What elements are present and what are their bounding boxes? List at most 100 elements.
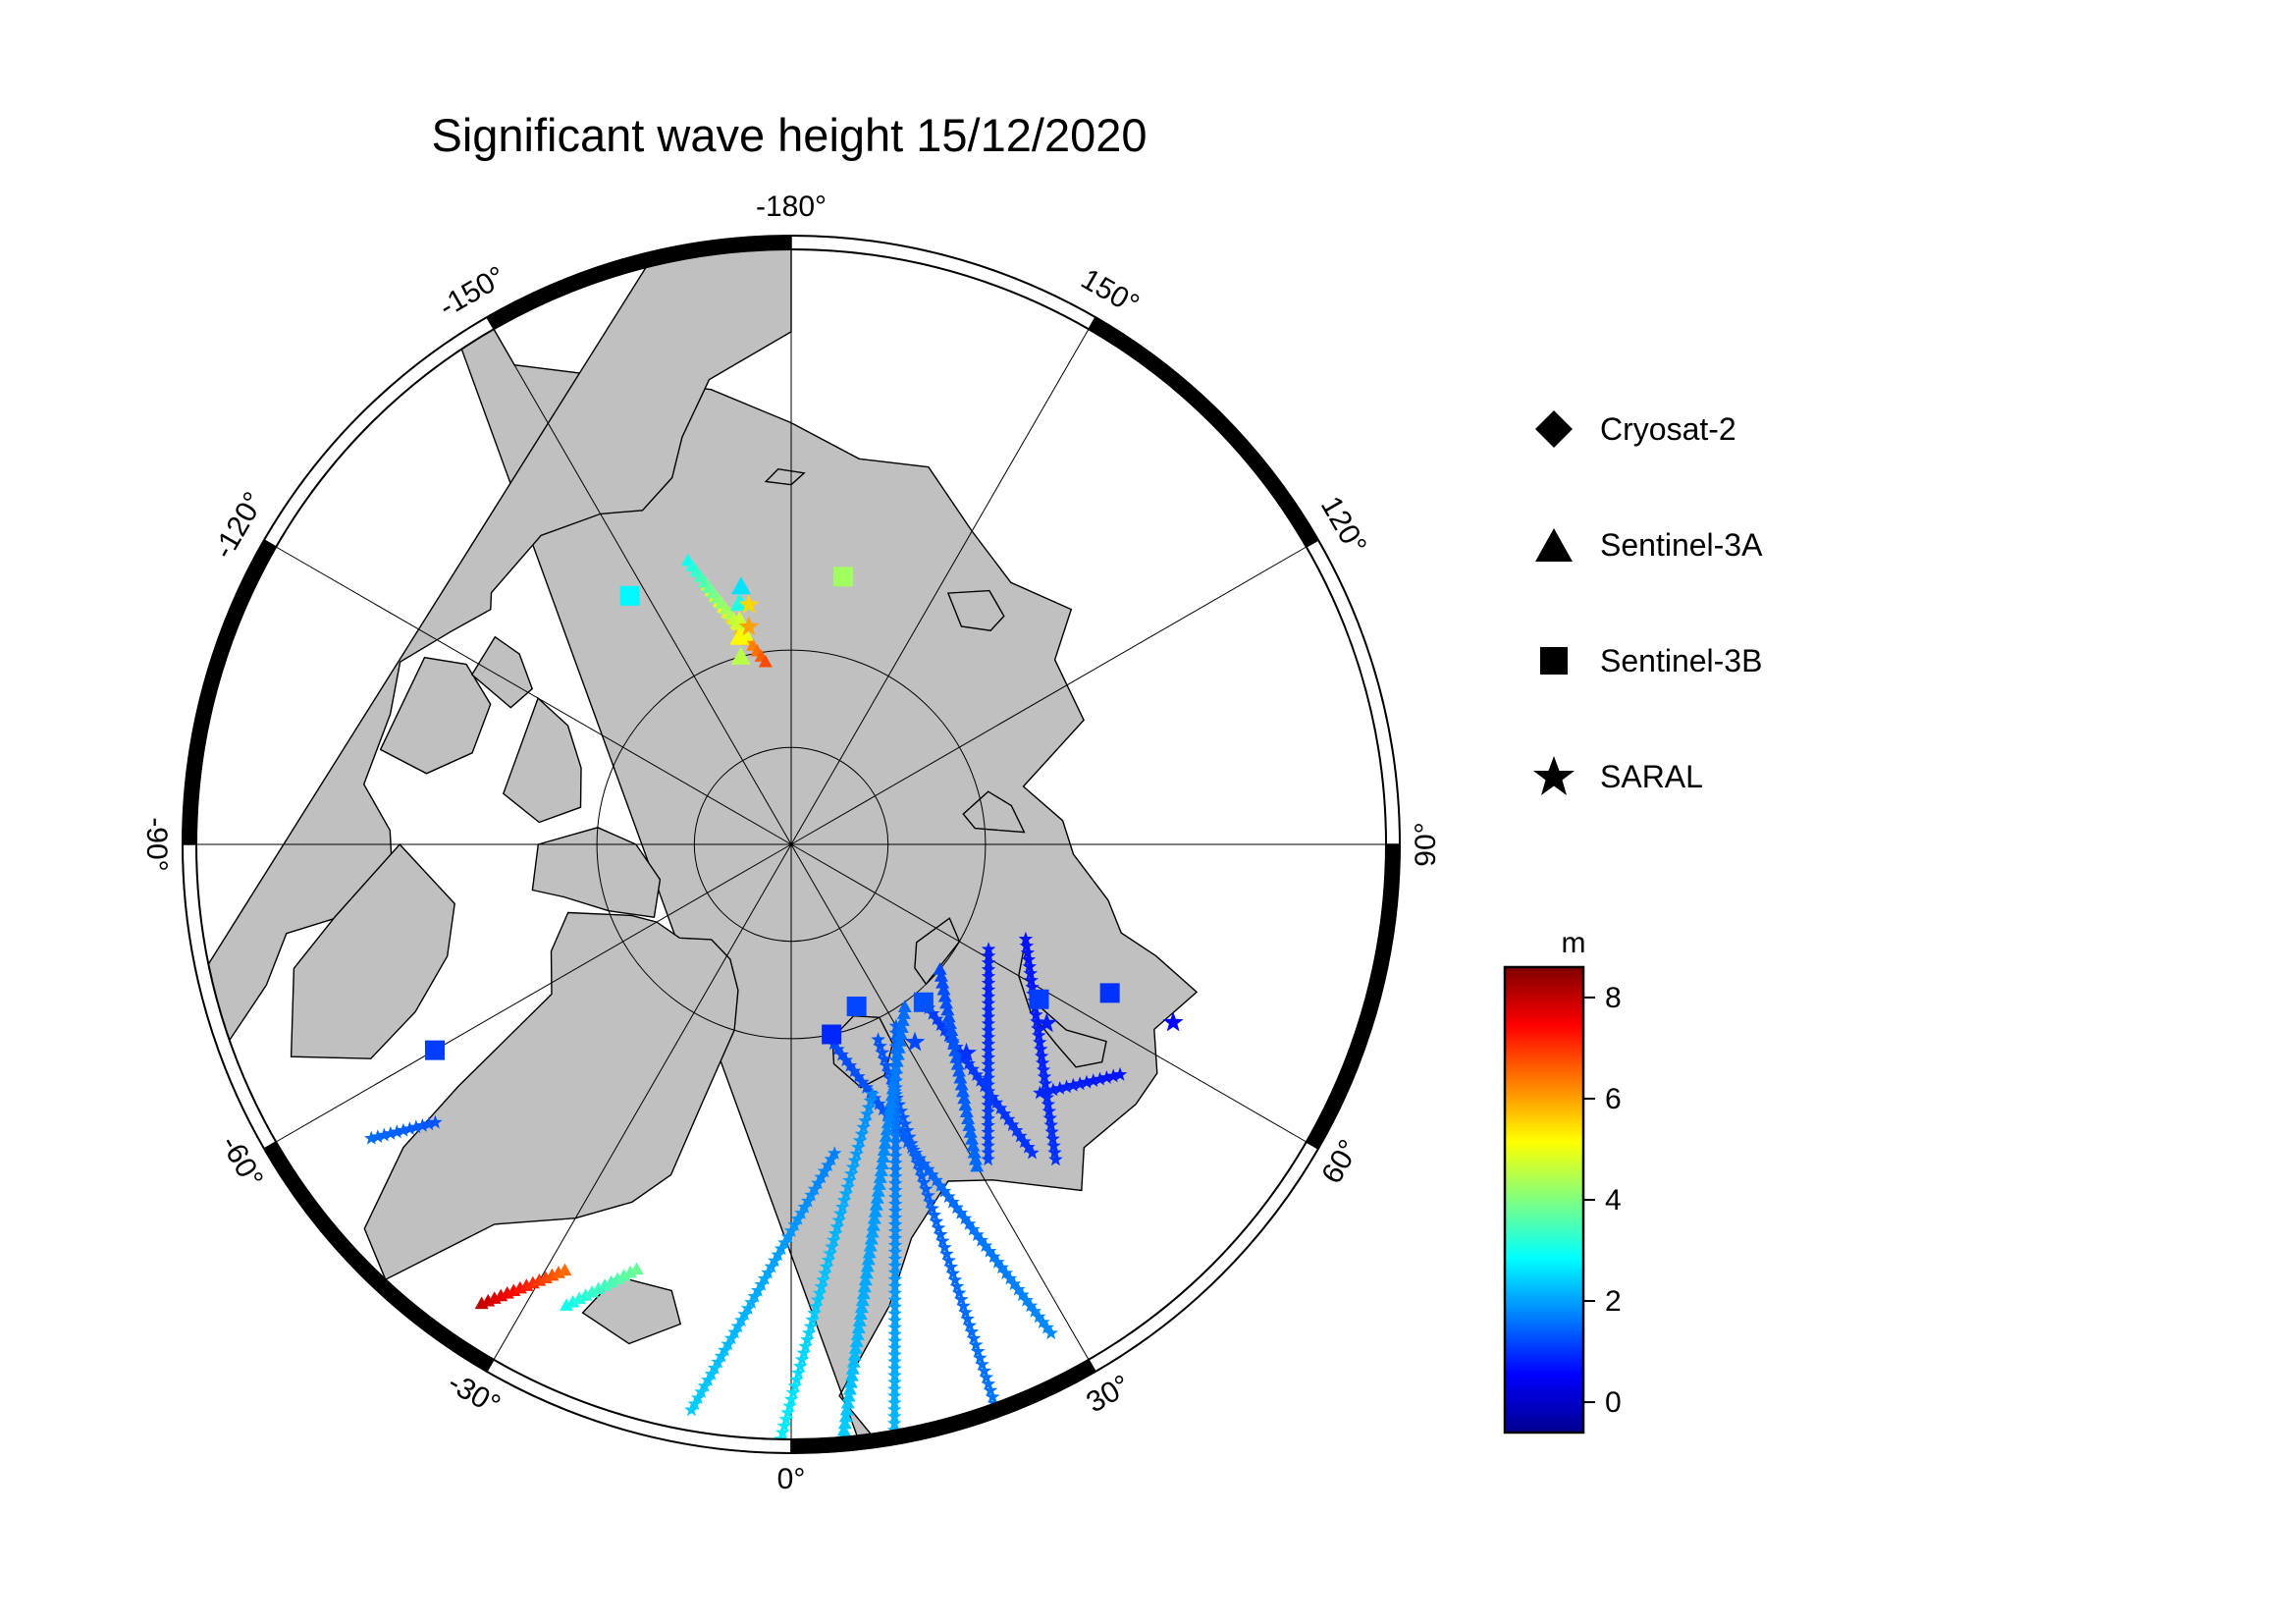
track-marker	[983, 1382, 998, 1397]
square-data-point	[1029, 989, 1049, 1009]
new-siberian-islands	[946, 589, 1005, 631]
track-marker	[919, 1181, 934, 1196]
track-marker	[856, 1119, 872, 1134]
track-marker	[873, 1038, 887, 1053]
legend-label: Cryosat-2	[1600, 410, 1736, 447]
meridian-line	[493, 328, 792, 845]
track-marker	[821, 1252, 836, 1267]
track-marker	[785, 1384, 801, 1399]
track-marker	[876, 1102, 890, 1116]
track-marker	[981, 1376, 996, 1390]
track-marker	[887, 1292, 903, 1307]
track-marker	[912, 1151, 928, 1165]
colorbar: 8 6 4 2 0	[1503, 965, 1622, 1434]
track-marker	[879, 1057, 894, 1072]
track-marker	[850, 1327, 865, 1340]
track-marker	[792, 1358, 808, 1373]
track-marker	[801, 1325, 817, 1339]
track-marker	[814, 1278, 828, 1293]
polar-map: -180°150°120°90°60°30°0°-30°-60°-90°-120…	[140, 190, 1442, 1495]
track-marker	[891, 1123, 907, 1138]
track-marker	[887, 1285, 903, 1300]
track-marker	[782, 1398, 797, 1413]
track-marker	[884, 1088, 899, 1102]
track-marker	[856, 1286, 871, 1300]
track-marker	[975, 1357, 989, 1371]
track-marker	[981, 1009, 996, 1024]
track-marker	[816, 1272, 830, 1286]
track-marker	[874, 1163, 888, 1176]
track-marker	[1006, 1276, 1022, 1291]
track-marker	[921, 1188, 935, 1202]
track-marker	[981, 1152, 995, 1166]
track-marker	[981, 982, 996, 997]
track-marker	[879, 1129, 893, 1143]
track-marker	[1048, 1152, 1063, 1166]
track-marker	[1040, 1320, 1054, 1334]
banks-island	[470, 635, 534, 709]
track-marker	[623, 1265, 638, 1278]
track-marker	[887, 1237, 903, 1252]
track-marker	[887, 1278, 903, 1293]
track-marker	[952, 1063, 967, 1077]
track-marker	[888, 1142, 903, 1156]
track-marker	[780, 1405, 795, 1420]
track-marker	[887, 1251, 903, 1266]
track-marker	[933, 1178, 948, 1192]
track-marker	[842, 1172, 857, 1187]
chart-title: Significant wave height 15/12/2020	[431, 109, 1148, 161]
track-marker	[855, 1074, 870, 1089]
track-marker	[854, 1300, 869, 1314]
track-marker	[1044, 1124, 1059, 1139]
track-marker	[888, 1135, 903, 1149]
track-marker	[958, 1098, 973, 1111]
track-marker	[899, 1122, 915, 1137]
track-marker	[982, 1243, 997, 1258]
track-marker	[1045, 1131, 1060, 1146]
legend-item-sentinel3a: Sentinel-3A	[1529, 487, 2040, 603]
track-marker	[1032, 1035, 1047, 1049]
track-marker	[887, 1368, 902, 1382]
track-marker	[789, 1372, 804, 1386]
track-marker	[875, 1045, 890, 1059]
track-marker	[838, 1053, 854, 1067]
track-marker	[925, 1167, 939, 1181]
track-marker	[904, 1140, 919, 1155]
track-marker	[888, 1149, 903, 1163]
track-marker	[796, 1345, 812, 1360]
track-marker	[823, 1246, 837, 1260]
track-marker	[876, 1150, 890, 1163]
track-marker	[959, 1105, 974, 1118]
star-data-point	[1162, 1011, 1184, 1032]
track-marker	[1031, 1028, 1046, 1042]
track-marker	[578, 1288, 593, 1301]
track-marker	[833, 1206, 848, 1220]
track-marker	[900, 1134, 915, 1149]
track-marker	[894, 1020, 909, 1033]
legend-label: Sentinel-3A	[1600, 526, 1763, 563]
track-marker	[981, 1104, 995, 1118]
track-marker	[981, 1056, 996, 1071]
track-marker	[611, 1271, 625, 1285]
frame-inner-border	[195, 248, 1387, 1440]
track-marker	[981, 1070, 996, 1085]
track-marker	[818, 1266, 832, 1280]
track-marker	[967, 1145, 982, 1159]
track-marker	[1022, 958, 1038, 973]
track-marker	[863, 1238, 878, 1252]
track-marker	[1040, 1090, 1055, 1105]
track-marker	[1052, 1080, 1067, 1095]
track-marker	[941, 1009, 956, 1023]
track-marker	[887, 1175, 903, 1190]
track-marker	[882, 1102, 897, 1115]
star-data-point	[738, 594, 760, 614]
track-marker	[994, 1260, 1009, 1274]
track-marker	[981, 942, 996, 956]
track-marker	[895, 1129, 911, 1143]
track-marker	[887, 1320, 902, 1334]
colorbar-unit: m	[1561, 927, 1586, 959]
track-marker	[953, 1205, 969, 1219]
longitude-label: 0°	[777, 1463, 806, 1495]
track-marker	[887, 1375, 902, 1389]
track-marker	[981, 1131, 995, 1146]
